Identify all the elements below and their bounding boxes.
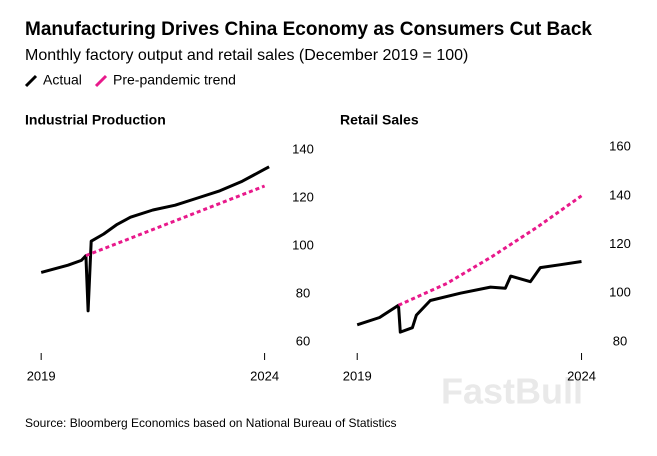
chart-title: Manufacturing Drives China Economy as Co… xyxy=(25,19,592,40)
x-tick-label: 2019 xyxy=(27,368,56,383)
panel-title: Retail Sales xyxy=(340,112,419,128)
legend-swatch xyxy=(24,74,38,88)
x-tick-label: 2024 xyxy=(567,368,596,383)
y-tick-label: 120 xyxy=(292,189,314,204)
y-tick-label: 160 xyxy=(609,139,631,154)
chart-subtitle: Monthly factory output and retail sales … xyxy=(25,47,468,64)
y-tick-label: 80 xyxy=(296,285,310,300)
y-tick-label: 120 xyxy=(609,236,631,251)
series-line xyxy=(85,184,266,257)
y-tick-label: 140 xyxy=(292,141,314,156)
legend-swatch xyxy=(94,74,108,88)
y-tick-label: 60 xyxy=(296,333,310,348)
legend-label: Pre-pandemic trend xyxy=(113,72,236,88)
source: Source: Bloomberg Economics based on Nat… xyxy=(25,416,397,430)
x-tick-label: 2019 xyxy=(343,368,372,383)
legend-label: Actual xyxy=(43,72,82,88)
y-tick-label: 80 xyxy=(613,333,627,348)
panel-title: Industrial Production xyxy=(25,112,166,128)
y-tick-label: 100 xyxy=(292,237,314,252)
series-line xyxy=(397,194,583,307)
series-line xyxy=(356,260,582,334)
y-tick-label: 140 xyxy=(609,187,631,202)
series-line xyxy=(40,165,270,313)
x-tick-label: 2024 xyxy=(250,368,279,383)
y-tick-label: 100 xyxy=(609,285,631,300)
watermark: FastBull xyxy=(441,371,583,412)
